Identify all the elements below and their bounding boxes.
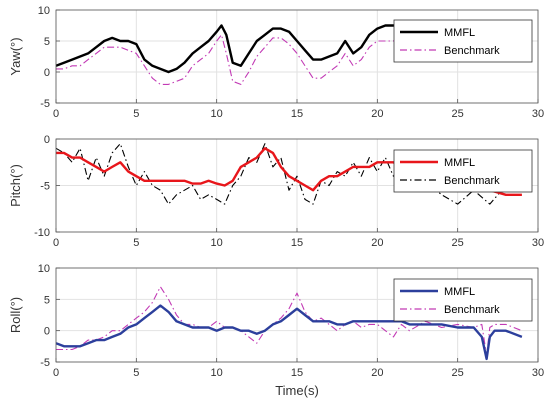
x-tick-label: 5 <box>133 237 139 249</box>
y-tick-label: 0 <box>44 326 50 338</box>
y-tick-label: 5 <box>44 294 50 306</box>
x-tick-label: 30 <box>532 237 544 249</box>
legend-label-mmfl: MMFL <box>444 157 475 169</box>
x-tick-label: 25 <box>452 367 464 379</box>
legend-label-mmfl: MMFL <box>444 286 475 298</box>
x-tick-label: 10 <box>211 367 223 379</box>
x-tick-label: 10 <box>211 237 223 249</box>
x-tick-label: 15 <box>291 237 303 249</box>
y-axis-label: Roll(°) <box>8 297 23 333</box>
legend-label-benchmark: Benchmark <box>444 175 500 187</box>
y-tick-label: 0 <box>44 67 50 79</box>
plot-frame <box>55 9 539 104</box>
y-tick-label: 5 <box>44 36 50 48</box>
series-line-mmfl <box>56 21 522 74</box>
y-tick-label: 10 <box>38 263 50 275</box>
legend-label-benchmark: Benchmark <box>444 304 500 316</box>
plot-frame <box>55 267 539 363</box>
x-tick-label: 20 <box>371 108 383 120</box>
x-tick-label: 30 <box>532 108 544 120</box>
x-tick-label: 25 <box>452 237 464 249</box>
legend: MMFL Benchmark <box>393 149 533 193</box>
series-line-mmfl <box>56 304 523 361</box>
x-tick-label: 0 <box>53 367 59 379</box>
x-tick-label: 5 <box>133 108 139 120</box>
x-tick-label: 15 <box>291 367 303 379</box>
x-axis-label: Time(s) <box>275 383 319 398</box>
chart-panel-3: 0 5 10 15 20 25 30-50510Roll(°)Time(s)MMFLBenc… <box>8 263 544 398</box>
y-axis-label: Pitch(°) <box>8 164 23 207</box>
legend: MMFL Benchmark <box>393 278 533 322</box>
chart-panel-2: 0 5 10 15 20 25 30 -10 -5 0 Pitch(°) MMFL Benchmark <box>8 134 544 249</box>
x-tick-label: 20 <box>371 367 383 379</box>
series-line-benchmark <box>56 24 522 85</box>
y-tick-label: 10 <box>38 5 50 17</box>
y-tick-label: -10 <box>34 227 50 239</box>
x-tick-label: 15 <box>291 108 303 120</box>
x-tick-label: 30 <box>532 367 544 379</box>
legend-box <box>393 19 533 63</box>
y-tick-label: -5 <box>40 181 50 193</box>
x-tick-label: 10 <box>211 108 223 120</box>
y-tick-label: -5 <box>40 357 50 369</box>
legend-label-benchmark: Benchmark <box>444 45 500 57</box>
y-tick-label: -5 <box>40 98 50 110</box>
x-tick-label: 0 <box>53 237 59 249</box>
x-tick-label: 20 <box>371 237 383 249</box>
x-tick-label: 5 <box>133 367 139 379</box>
legend-label-mmfl: MMFL <box>444 27 475 39</box>
y-tick-label: 0 <box>44 134 50 146</box>
legend-box <box>393 149 533 193</box>
x-tick-label: 25 <box>452 108 464 120</box>
plot-frame <box>55 138 539 233</box>
legend: MMFL Benchmark <box>393 19 533 63</box>
legend-box <box>393 278 533 322</box>
x-tick-label: 0 <box>53 108 59 120</box>
y-axis-label: Yaw(°) <box>8 37 23 75</box>
